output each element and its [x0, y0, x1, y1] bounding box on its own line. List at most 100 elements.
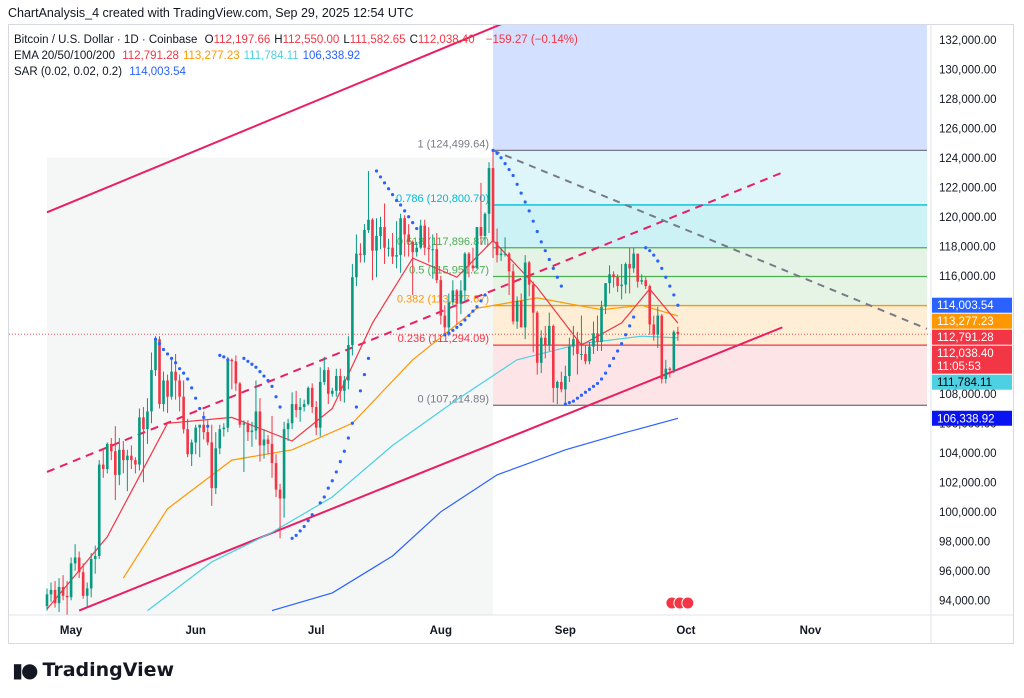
price-label-bg [932, 297, 1012, 313]
candle [150, 352, 153, 424]
candle [387, 238, 390, 257]
sar-dot [547, 257, 551, 262]
candle [584, 345, 587, 365]
legend-ohlc-key: C [409, 34, 418, 46]
candle [576, 331, 579, 375]
sar-dot [535, 229, 539, 234]
sar-dot [559, 284, 563, 288]
sar-dot [451, 328, 455, 332]
candle [628, 247, 631, 294]
sar-dot [539, 240, 543, 244]
candle-body [234, 361, 238, 384]
legend-ema-value: 112,791.28 [122, 50, 179, 62]
sar-dot [551, 266, 555, 270]
candle [616, 274, 619, 292]
sar-dot [178, 367, 182, 371]
sar-dot [515, 182, 519, 186]
fib-level-label: 1 (124,499.64) [417, 138, 489, 150]
candle-body [596, 333, 599, 343]
candle-body [451, 290, 455, 303]
ema200-line [271, 417, 679, 612]
candle-body [431, 249, 435, 251]
candle-body [109, 443, 113, 452]
candle-body [355, 253, 358, 278]
candle-body [640, 280, 644, 282]
candle-body [423, 225, 427, 248]
price-chart[interactable]: 1 (124,499.64) 0.786 (120,800.70) 0.618 (1… [9, 25, 1013, 643]
candle-body [367, 219, 370, 231]
candle [564, 365, 567, 405]
candle-body [660, 315, 664, 379]
candle-body [467, 253, 471, 266]
sar-dot [479, 299, 483, 303]
sar-dot [374, 169, 379, 173]
candle [330, 387, 334, 397]
candle-body [592, 333, 595, 347]
candle [407, 224, 410, 257]
sar-dot [266, 378, 270, 383]
sar-dot [599, 377, 604, 381]
sar-dot [491, 148, 495, 152]
fib-zone [493, 247, 927, 277]
candle [347, 336, 350, 390]
sar-dot [346, 436, 350, 440]
price-axis-label: 113,277.23 [932, 313, 1012, 329]
x-tick-label: Aug [430, 625, 452, 637]
candle-body [495, 241, 499, 256]
candle-body [170, 371, 173, 397]
chart-header: ChartAnalysis_4 created with TradingView… [8, 6, 414, 20]
sar-dot [455, 325, 459, 329]
candle-body [190, 442, 193, 455]
candle [57, 578, 61, 613]
candle [652, 315, 656, 341]
candle-body [539, 337, 543, 363]
candle [166, 374, 169, 413]
sar-dot [447, 331, 451, 335]
candle-body [286, 423, 290, 430]
candle [455, 289, 459, 325]
candle-body [238, 383, 242, 425]
candle [134, 457, 137, 474]
sar-dot [523, 200, 527, 204]
legend-ema-values: 112,791.28 113,277.23 111,784.11 106,338.92 [122, 50, 364, 62]
candle [499, 247, 503, 261]
sar-dot [483, 293, 487, 297]
candle [531, 281, 535, 353]
candle-body [278, 489, 282, 499]
sar-dot [567, 401, 571, 405]
candle [270, 415, 274, 478]
sar-dot [161, 347, 166, 352]
sar-dot [519, 191, 523, 195]
candle-body [375, 235, 378, 251]
candle [246, 420, 250, 441]
y-tick-label: 100,000.00 [939, 507, 997, 519]
sar-dot [198, 406, 202, 411]
candle-body [310, 387, 314, 408]
sar-dot [607, 364, 612, 368]
chart-frame [8, 24, 1014, 644]
legend-ema-value: 106,338.92 [302, 50, 361, 62]
candle-body [632, 253, 635, 269]
candle [467, 252, 471, 278]
sar-dot [676, 303, 680, 307]
legend-sar-label: SAR (0.02, 0.02, 0.2) [14, 66, 123, 78]
legend-sar-row: SAR (0.02, 0.02, 0.2) 114,003.54 [14, 66, 190, 78]
candle [515, 296, 519, 329]
candle-body [652, 324, 656, 335]
candle [471, 247, 475, 272]
candle-body [403, 218, 406, 235]
fib-level-label: 0.382 (113,977.67) [397, 294, 489, 306]
candle-body [347, 345, 350, 381]
candle [322, 356, 326, 385]
sar-dot [258, 370, 262, 374]
y-tick-label: 126,000.00 [939, 123, 997, 135]
price-label-bg [932, 329, 1012, 345]
candle [636, 253, 639, 288]
candle [210, 424, 214, 506]
fib-zone [493, 276, 927, 306]
candle [118, 438, 121, 486]
y-tick-label: 108,000.00 [939, 389, 997, 401]
candle [109, 438, 113, 461]
sar-dot [611, 356, 616, 360]
candle [475, 227, 479, 269]
